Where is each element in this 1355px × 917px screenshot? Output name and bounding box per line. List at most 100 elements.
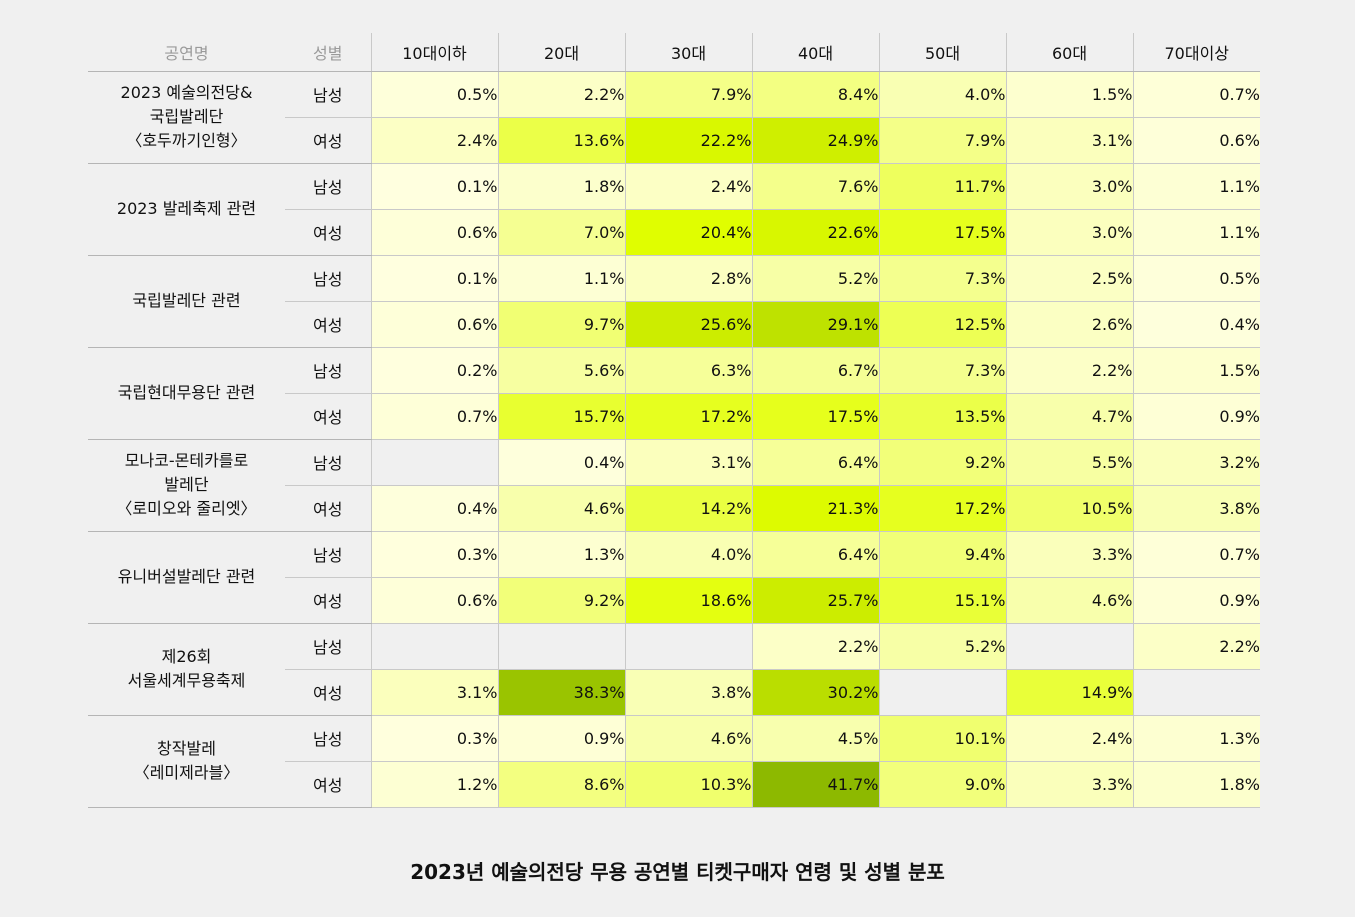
- heatmap-cell: 10.1%: [878, 715, 1006, 762]
- heatmap-cell: 41.7%: [751, 761, 879, 808]
- header-age-70s: 70대이상: [1132, 33, 1260, 72]
- header-age-40s: 40대: [751, 33, 879, 72]
- performance-name-line: 국립발레단 관련: [132, 291, 241, 310]
- header-age-30s: 30대: [624, 33, 752, 72]
- heatmap-cell: 3.1%: [1005, 117, 1133, 164]
- table-row: 여성 2.4% 13.6% 22.2% 24.9% 7.9% 3.1% 0.6%: [88, 117, 1260, 164]
- heatmap-cell: 5.2%: [878, 623, 1006, 670]
- heatmap-cell: 0.3%: [370, 715, 498, 762]
- heatmap-cell: 8.4%: [751, 71, 879, 118]
- heatmap-cell: 7.0%: [497, 209, 625, 256]
- heatmap-cell: 4.5%: [751, 715, 879, 762]
- header-age-10s: 10대이하: [370, 33, 498, 72]
- table-row: 2023 예술의전당& 국립발레단 〈호두까기인형〉 남성 0.5% 2.2% 7.9% 8.…: [88, 71, 1260, 164]
- heatmap-cell: 2.2%: [1132, 623, 1260, 670]
- heatmap-cell: 1.1%: [497, 255, 625, 302]
- heatmap-cell: 3.0%: [1005, 163, 1133, 210]
- gender-label: 남성: [285, 71, 371, 118]
- heatmap-cell: 2.4%: [1005, 715, 1133, 762]
- heatmap-cell: 1.3%: [497, 531, 625, 578]
- heatmap-cell: 7.3%: [878, 255, 1006, 302]
- heatmap-cell: 2.2%: [1005, 347, 1133, 394]
- heatmap-cell: 14.9%: [1005, 669, 1133, 716]
- heatmap-cell: 1.5%: [1132, 347, 1260, 394]
- heatmap-cell: 2.8%: [624, 255, 752, 302]
- heatmap-cell: 0.9%: [1132, 577, 1260, 624]
- heatmap-cell: 9.4%: [878, 531, 1006, 578]
- gender-label: 여성: [285, 669, 371, 716]
- table-row: 국립현대무용단 관련 남성 0.2% 5.6% 6.3% 6.7% 7.3% 2.2% 1.5%: [88, 347, 1260, 440]
- heatmap-cell: 4.6%: [497, 485, 625, 532]
- header-age-60s: 60대: [1005, 33, 1133, 72]
- header-age-20s: 20대: [497, 33, 625, 72]
- heatmap-cell: 30.2%: [751, 669, 879, 716]
- heatmap-cell: 3.1%: [370, 669, 498, 716]
- heatmap-cell: 1.2%: [370, 761, 498, 808]
- heatmap-cell: 7.6%: [751, 163, 879, 210]
- table-row: 여성 0.6% 9.7% 25.6% 29.1% 12.5% 2.6% 0.4%: [88, 301, 1260, 348]
- heatmap-cell: 7.3%: [878, 347, 1006, 394]
- heatmap-cell: 38.3%: [497, 669, 625, 716]
- heatmap-cell: 0.7%: [1132, 71, 1260, 118]
- table-row: 여성 0.6% 9.2% 18.6% 25.7% 15.1% 4.6% 0.9%: [88, 577, 1260, 624]
- performance-name-line: 2023 발레축제 관련: [116, 199, 257, 218]
- heatmap-cell: 3.8%: [624, 669, 752, 716]
- gender-label: 남성: [285, 715, 371, 762]
- heatmap-cell: 0.1%: [370, 163, 498, 210]
- heatmap-cell: 2.2%: [751, 623, 879, 670]
- header-age-50s: 50대: [878, 33, 1006, 72]
- heatmap-cell: 5.2%: [751, 255, 879, 302]
- heatmap-cell: 3.1%: [624, 439, 752, 486]
- heatmap-cell: 10.5%: [1005, 485, 1133, 532]
- heatmap-cell: 4.0%: [624, 531, 752, 578]
- heatmap-cell: 13.6%: [497, 117, 625, 164]
- heatmap-cell: [1132, 669, 1260, 716]
- heatmap-cell: 22.6%: [751, 209, 879, 256]
- heatmap-cell: 1.8%: [1132, 761, 1260, 808]
- header-gender: 성별: [285, 33, 371, 72]
- heatmap-cell: 3.2%: [1132, 439, 1260, 486]
- heatmap-cell: 5.5%: [1005, 439, 1133, 486]
- heatmap-cell: 9.2%: [878, 439, 1006, 486]
- table-row: 여성 0.4% 4.6% 14.2% 21.3% 17.2% 10.5% 3.8%: [88, 485, 1260, 532]
- heatmap-cell: 7.9%: [624, 71, 752, 118]
- gender-label: 여성: [285, 577, 371, 624]
- gender-label: 여성: [285, 485, 371, 532]
- performance-name-line: 제26회: [161, 647, 212, 666]
- heatmap-cell: [624, 623, 752, 670]
- heatmap-cell: 9.2%: [497, 577, 625, 624]
- heatmap-cell: 10.3%: [624, 761, 752, 808]
- heatmap-cell: [370, 439, 498, 486]
- heatmap-cell: 3.0%: [1005, 209, 1133, 256]
- heatmap-cell: 3.8%: [1132, 485, 1260, 532]
- heatmap-cell: 25.7%: [751, 577, 879, 624]
- header-performance: 공연명: [88, 33, 285, 72]
- table-row: 모나코-몬테카를로 발레단 〈로미오와 줄리엣〉 남성 0.4% 3.1% 6.4% 9.2%…: [88, 439, 1260, 532]
- performance-name: 유니버설발레단 관련: [88, 531, 285, 624]
- heatmap-cell: [370, 623, 498, 670]
- performance-name-line: 모나코-몬테카를로: [124, 451, 249, 470]
- heatmap-cell: 6.4%: [751, 439, 879, 486]
- heatmap-cell: 3.3%: [1005, 761, 1133, 808]
- gender-label: 여성: [285, 761, 371, 808]
- heatmap-cell: 2.5%: [1005, 255, 1133, 302]
- heatmap-cell: 4.7%: [1005, 393, 1133, 440]
- heatmap-cell: [1005, 623, 1133, 670]
- performance-name-line: 발레단: [164, 475, 209, 494]
- heatmap-cell: 0.5%: [1132, 255, 1260, 302]
- performance-name: 모나코-몬테카를로 발레단 〈로미오와 줄리엣〉: [88, 439, 285, 532]
- performance-name: 국립현대무용단 관련: [88, 347, 285, 440]
- performance-name-line: 서울세계무용축제: [127, 671, 246, 690]
- gender-label: 남성: [285, 623, 371, 670]
- heatmap-cell: 1.1%: [1132, 209, 1260, 256]
- heatmap-cell: 11.7%: [878, 163, 1006, 210]
- heatmap-cell: 0.6%: [370, 577, 498, 624]
- heatmap-cell: 1.8%: [497, 163, 625, 210]
- table-row: 여성 0.6% 7.0% 20.4% 22.6% 17.5% 3.0% 1.1%: [88, 209, 1260, 256]
- heatmap-cell: 0.4%: [497, 439, 625, 486]
- table-row: 유니버설발레단 관련 남성 0.3% 1.3% 4.0% 6.4% 9.4% 3.3% 0.7%: [88, 531, 1260, 624]
- gender-label: 여성: [285, 117, 371, 164]
- heatmap-cell: 25.6%: [624, 301, 752, 348]
- performance-name-line: 〈호두까기인형〉: [126, 131, 247, 150]
- heatmap-cell: 0.9%: [497, 715, 625, 762]
